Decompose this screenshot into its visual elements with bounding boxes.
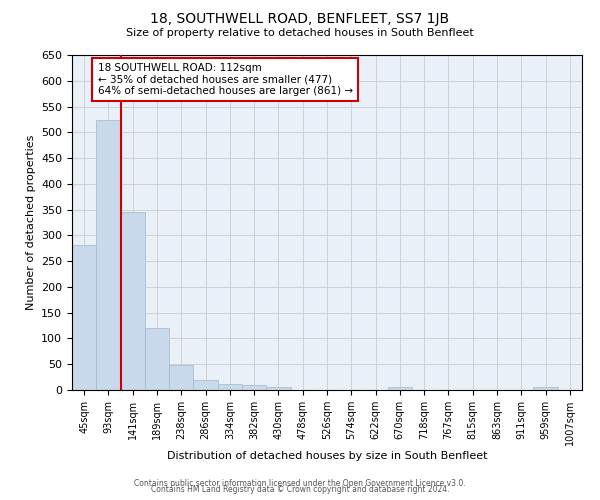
Text: 18, SOUTHWELL ROAD, BENFLEET, SS7 1JB: 18, SOUTHWELL ROAD, BENFLEET, SS7 1JB bbox=[151, 12, 449, 26]
Bar bbox=[533, 388, 558, 390]
Bar bbox=[96, 120, 121, 390]
X-axis label: Distribution of detached houses by size in South Benfleet: Distribution of detached houses by size … bbox=[167, 450, 487, 460]
Text: Contains HM Land Registry data © Crown copyright and database right 2024.: Contains HM Land Registry data © Crown c… bbox=[151, 484, 449, 494]
Bar bbox=[145, 328, 169, 390]
Y-axis label: Number of detached properties: Number of detached properties bbox=[26, 135, 35, 310]
Text: Size of property relative to detached houses in South Benfleet: Size of property relative to detached ho… bbox=[126, 28, 474, 38]
Bar bbox=[121, 212, 145, 390]
Text: 18 SOUTHWELL ROAD: 112sqm
← 35% of detached houses are smaller (477)
64% of semi: 18 SOUTHWELL ROAD: 112sqm ← 35% of detac… bbox=[97, 62, 353, 96]
Text: Contains public sector information licensed under the Open Government Licence v3: Contains public sector information licen… bbox=[134, 478, 466, 488]
Bar bbox=[266, 388, 290, 390]
Bar bbox=[388, 388, 412, 390]
Bar bbox=[242, 385, 266, 390]
Bar bbox=[169, 364, 193, 390]
Bar bbox=[193, 380, 218, 390]
Bar bbox=[218, 384, 242, 390]
Bar bbox=[72, 245, 96, 390]
